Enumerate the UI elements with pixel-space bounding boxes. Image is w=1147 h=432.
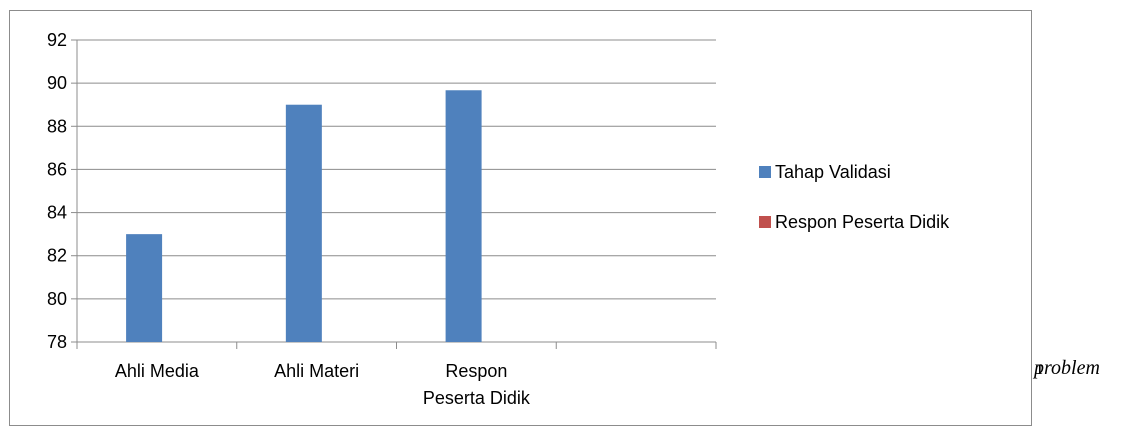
y-tick-label: 84 [47,203,67,223]
y-tick-label: 78 [47,332,67,352]
x-tick-label: Ahli Materi [274,361,359,381]
y-tick-label: 90 [47,73,67,93]
y-tick-label: 82 [47,246,67,266]
trailing-fragment: ı [1037,357,1043,379]
x-tick-label: Respon [445,361,507,381]
legend-label: Respon Peserta Didik [775,212,950,232]
chart-frame: 78 80 82 84 86 88 90 92 Ahli Media Ahli Materi Res… [9,10,1032,426]
legend-label: Tahap Validasi [775,162,891,182]
bar [445,90,482,342]
x-tick-label: Peserta Didik [423,388,531,408]
trailing-word: problem [1034,357,1100,379]
chart-svg: 78 80 82 84 86 88 90 92 Ahli Media Ahli Materi Res… [47,30,950,408]
y-tick-label: 88 [47,116,67,136]
x-tick-label: Ahli Media [115,361,200,381]
y-tick-label: 80 [47,289,67,309]
bar [126,234,163,342]
bar [285,104,322,342]
y-tick-label: 86 [47,159,67,179]
legend-swatch [759,216,771,228]
y-tick-label: 92 [47,30,67,50]
legend-swatch [759,166,771,178]
